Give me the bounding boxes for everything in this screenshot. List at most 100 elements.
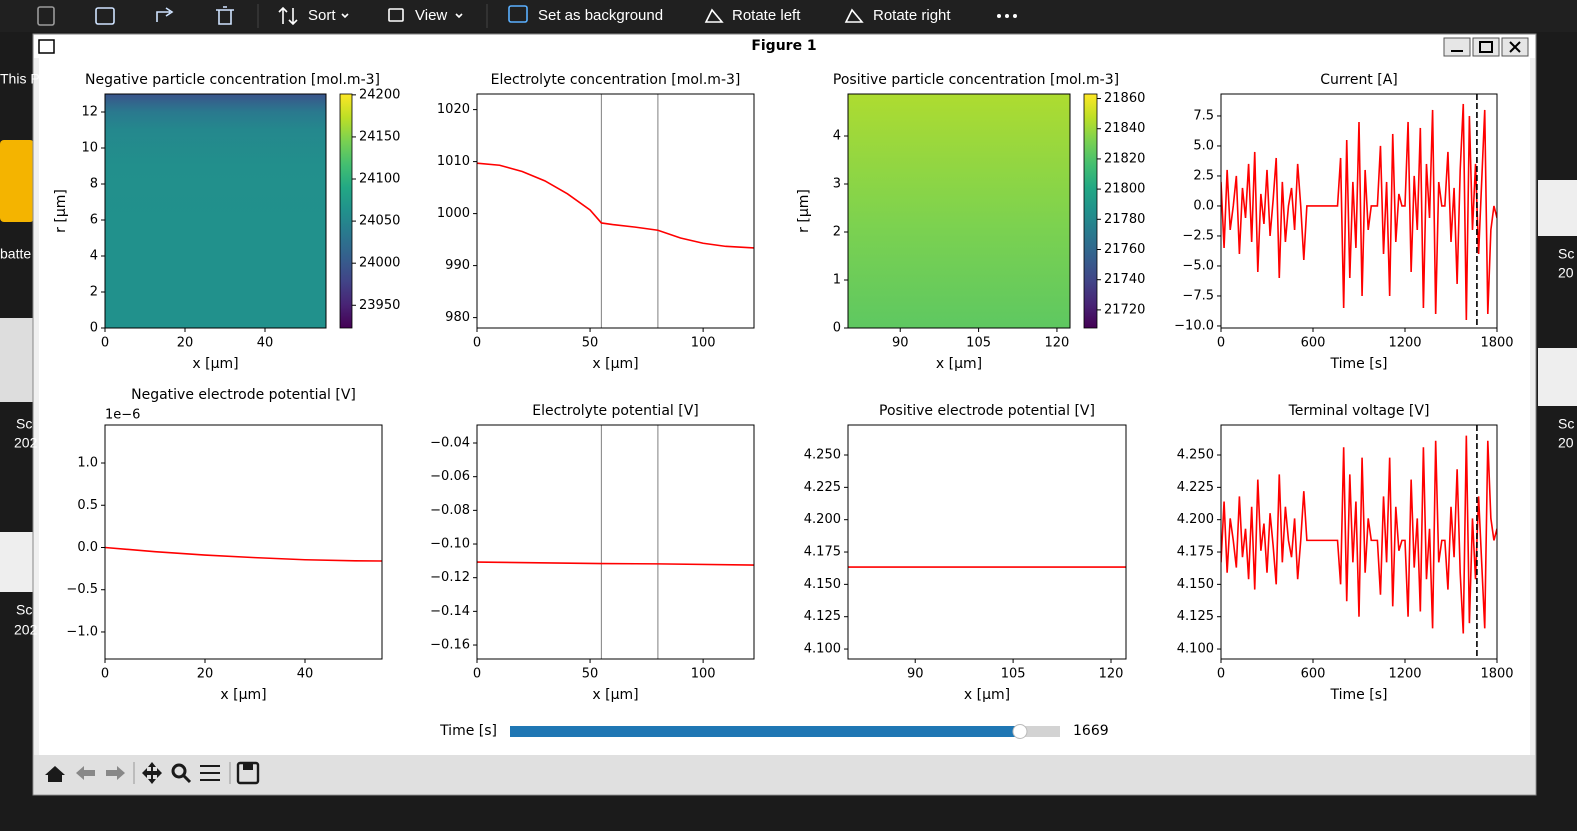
desktop-thumb [0, 318, 34, 402]
y-tick-label: 4.150 [804, 577, 841, 592]
colorbar-tick-label: 24100 [359, 172, 400, 187]
colorbar-tick-label: 21820 [1104, 151, 1145, 166]
y-tick-label: 1.0 [77, 456, 98, 471]
axes-frame [847, 424, 1127, 660]
toolbar-rotate-right[interactable]: Rotate right [873, 7, 951, 24]
y-tick-label: 4.175 [804, 545, 841, 560]
x-tick-label: 40 [297, 667, 314, 682]
axes-title: Negative electrode potential [V] [131, 387, 356, 403]
y-tick-label: 0 [90, 321, 98, 336]
toolbar-rotate-left[interactable]: Rotate left [732, 7, 801, 24]
x-tick-label: 600 [1301, 336, 1326, 351]
y-tick-label: 4.200 [804, 512, 841, 527]
axes [477, 94, 754, 328]
x-tick-label: 120 [1045, 336, 1070, 351]
y-tick-label: −0.04 [430, 436, 470, 451]
x-axis-label: Time [s] [1330, 356, 1388, 372]
nav-toolbar [34, 755, 1535, 794]
y-tick-label: 0 [833, 321, 841, 336]
y-tick-label: 0.0 [77, 540, 98, 555]
x-axis-label: x [μm] [964, 687, 1010, 703]
axes-title: Negative particle concentration [mol.m-3… [85, 72, 380, 88]
nav-icons[interactable] [45, 761, 260, 785]
y-tick-label: 4.250 [1177, 448, 1214, 463]
y-tick-label: −7.5 [1182, 288, 1214, 303]
y-tick-label: 8 [90, 177, 98, 192]
x-tick-label: 105 [966, 336, 991, 351]
x-tick-label: 0 [1217, 336, 1225, 351]
data-line [477, 162, 754, 249]
y-tick-label: 2 [90, 285, 98, 300]
y-tick-label: −0.16 [430, 638, 470, 653]
colorbar-tick-label: 24150 [359, 129, 400, 144]
window-button-glyphs [1451, 41, 1521, 53]
desktop-label: 20 [1558, 435, 1574, 451]
y-tick-label: 4.150 [1177, 577, 1214, 592]
y-tick-label: 4 [833, 129, 841, 144]
toolbar-more[interactable] [997, 14, 1017, 18]
colorbar-tick-label: 23950 [359, 298, 400, 313]
colorbar [339, 93, 353, 329]
toolbar-set-background[interactable]: Set as background [538, 7, 663, 24]
y-tick-label: 2 [833, 225, 841, 240]
y-tick-label: 4.225 [804, 480, 841, 495]
slider-handle[interactable] [1012, 724, 1028, 739]
desktop-label: Sc [16, 416, 32, 432]
desktop-label: Sc [1558, 246, 1574, 262]
y-tick-label: 1010 [437, 154, 470, 169]
y-tick-label: 3 [833, 177, 841, 192]
x-axis-label: x [μm] [936, 356, 982, 372]
x-tick-label: 100 [691, 667, 716, 682]
x-tick-label: 1800 [1480, 336, 1513, 351]
y-tick-label: 12 [81, 105, 98, 120]
x-axis-label: x [μm] [592, 356, 638, 372]
x-tick-label: 0 [101, 667, 109, 682]
x-tick-label: 20 [197, 667, 214, 682]
axes [1221, 94, 1497, 328]
desktop-thumb [1538, 348, 1577, 406]
x-tick-label: 1800 [1480, 667, 1513, 682]
x-tick-label: 0 [1217, 667, 1225, 682]
axes-frame [1220, 93, 1498, 329]
y-tick-label: 4.175 [1177, 545, 1214, 560]
desktop-label: Sc [1558, 416, 1574, 432]
y-tick-label: 4.100 [1177, 642, 1214, 657]
y-axis-label: r [μm] [796, 189, 812, 233]
axes [1221, 425, 1497, 659]
desktop-thumb [0, 532, 34, 592]
toolbar-view[interactable]: View [415, 7, 447, 24]
axes-title: Electrolyte concentration [mol.m-3] [491, 72, 741, 88]
y-tick-label: −2.5 [1182, 228, 1214, 243]
axes-title: Electrolyte potential [V] [532, 403, 699, 419]
colorbar-tick-label: 24000 [359, 256, 400, 271]
slider-label: Time [s] [439, 723, 497, 739]
heatmap [848, 94, 1070, 328]
app-toolbar [0, 0, 1577, 32]
x-tick-label: 20 [177, 336, 194, 351]
y-tick-label: 5.0 [1193, 138, 1214, 153]
colorbar [1083, 93, 1098, 329]
axes [477, 425, 754, 659]
desktop-folder [0, 140, 34, 222]
y-tick-label: 4.125 [1177, 609, 1214, 624]
axes-frame [476, 424, 755, 660]
y-tick-label: −10.0 [1174, 318, 1214, 333]
colorbar-tick-label: 21720 [1104, 302, 1145, 317]
y-tick-label: 4.250 [804, 448, 841, 463]
x-axis-label: x [μm] [220, 687, 266, 703]
y-tick-label: 4.125 [804, 609, 841, 624]
x-tick-label: 600 [1301, 667, 1326, 682]
toolbar-sort[interactable]: Sort [308, 7, 336, 24]
toolbar-icons [37, 5, 864, 26]
slider-value: 1669 [1073, 723, 1109, 739]
desktop-label: 202 [14, 435, 38, 451]
title-bar [34, 35, 1535, 58]
desktop-label: 20 [1558, 265, 1574, 281]
desktop-label: 202 [14, 622, 38, 638]
colorbar-tick-label: 21840 [1104, 121, 1145, 136]
offset-text: 1e−6 [105, 408, 140, 423]
axes [105, 94, 326, 328]
y-tick-label: 6 [90, 213, 98, 228]
x-tick-label: 90 [892, 336, 909, 351]
